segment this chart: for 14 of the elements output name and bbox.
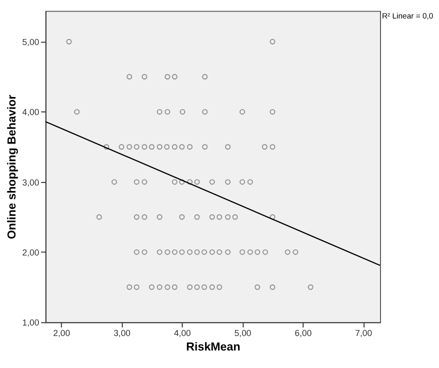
x-tick-label: 5,00 <box>234 328 252 338</box>
y-tick-label: 2,00 <box>22 247 40 258</box>
x-axis-title: RiskMean <box>186 340 240 354</box>
y-tick-label: 3,00 <box>22 177 40 188</box>
x-tick-label: 7,00 <box>355 328 372 338</box>
x-tick-label: 3,00 <box>114 328 131 338</box>
text: R² Linear = 0,0 <box>382 12 434 21</box>
x-tick-label: 2,00 <box>53 328 70 338</box>
y-tick-label: 1,00 <box>22 318 40 328</box>
y-tick-label: 5,00 <box>22 37 40 48</box>
y-tick-label: 4,00 <box>22 107 40 118</box>
y-axis-title: Online shopping Behavior <box>5 94 18 240</box>
x-tick-label: 6,00 <box>294 328 312 338</box>
x-tick-label: 4,00 <box>174 328 192 338</box>
